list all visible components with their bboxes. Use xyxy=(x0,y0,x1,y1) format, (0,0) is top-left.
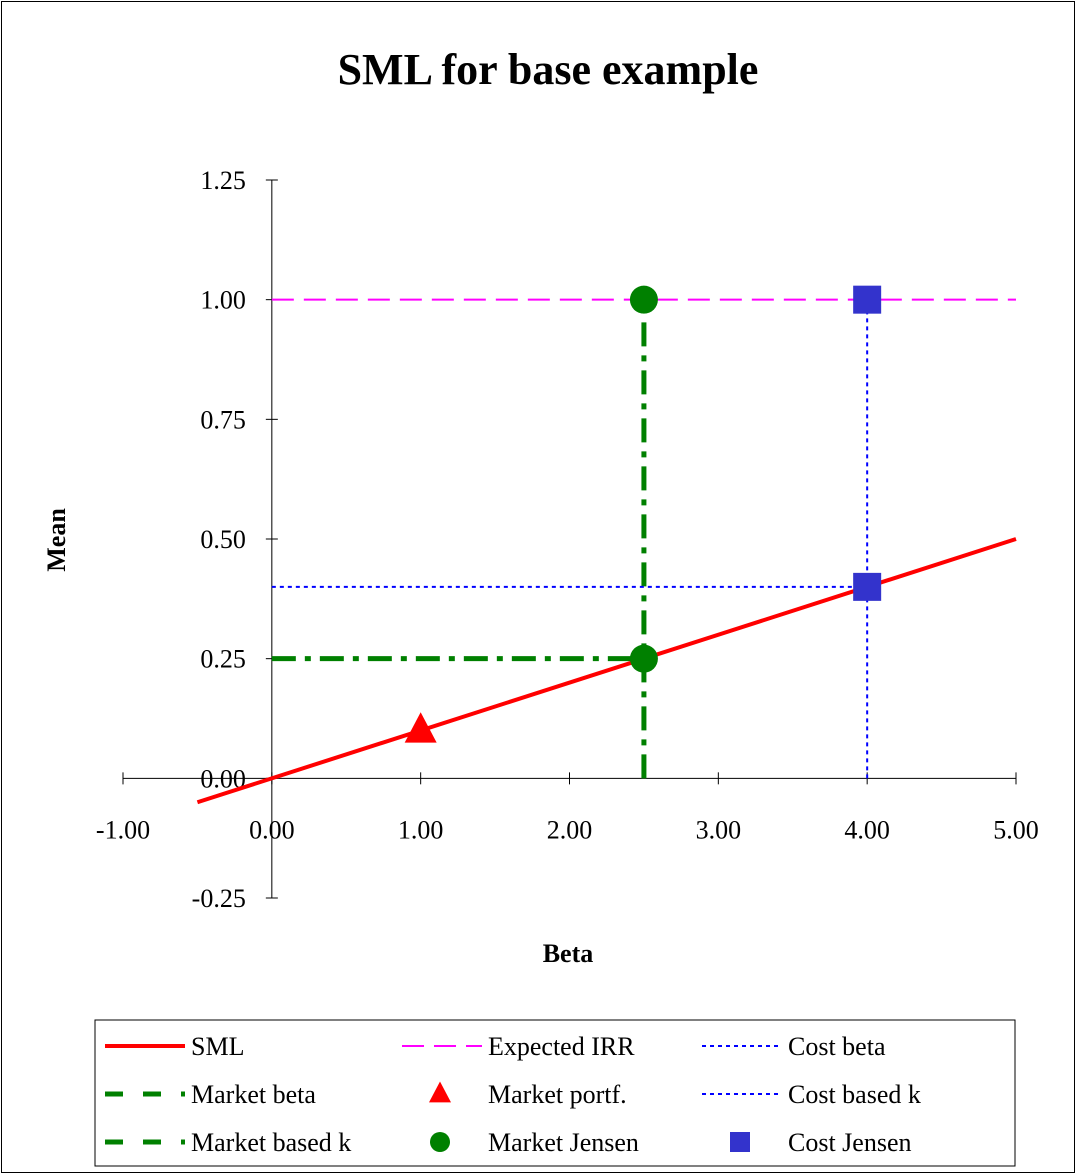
x-tick-label: 3.00 xyxy=(696,815,742,844)
y-tick-label: 0.50 xyxy=(200,525,246,554)
legend-label-cost-jensen: Cost Jensen xyxy=(788,1128,912,1157)
x-tick-label: 5.00 xyxy=(993,815,1039,844)
point-cost-jensen xyxy=(853,572,882,601)
y-tick-label: 1.00 xyxy=(200,286,246,315)
legend-label-cost-based-k: Cost based k xyxy=(788,1080,921,1109)
legend-label-market-portf-: Market portf. xyxy=(488,1080,627,1109)
y-tick-label: -0.25 xyxy=(192,884,246,913)
point-market-portf- xyxy=(404,712,437,743)
x-axis-title: Beta xyxy=(543,939,594,968)
y-tick-label: 0.75 xyxy=(200,405,246,434)
y-axis-title: Mean xyxy=(42,508,71,572)
legend-label-cost-beta: Cost beta xyxy=(788,1032,886,1061)
point-market-jensen xyxy=(629,644,658,673)
y-tick-label: 1.25 xyxy=(200,166,246,195)
legend-label-market-beta: Market beta xyxy=(191,1080,316,1109)
legend-swatch-market-portf- xyxy=(429,1081,451,1103)
legend-label-market-based-k: Market based k xyxy=(191,1128,351,1157)
legend-swatch-cost-jensen xyxy=(730,1132,750,1152)
x-tick-label: 2.00 xyxy=(547,815,593,844)
legend-label-expected-irr: Expected IRR xyxy=(488,1032,635,1061)
point-market-jensen xyxy=(629,285,658,314)
legend-label-sml: SML xyxy=(191,1032,244,1061)
legend-box xyxy=(94,1019,1016,1167)
x-tick-label: 1.00 xyxy=(398,815,444,844)
legend-label-market-jensen: Market Jensen xyxy=(488,1128,639,1157)
point-cost-jensen xyxy=(853,285,882,314)
x-tick-label: 0.00 xyxy=(249,815,295,844)
y-tick-label: 0.25 xyxy=(200,645,246,674)
markers-layer xyxy=(404,285,882,743)
axes: -1.00 0.00 1.00 2.00 3.00 4.00 5.00-0.250.000.… xyxy=(96,166,1039,913)
chart-title: SML for base example xyxy=(338,45,759,94)
legend-swatch-market-jensen xyxy=(430,1132,450,1152)
x-tick-label: 4.00 xyxy=(844,815,890,844)
x-tick-label: -1.00 xyxy=(96,815,150,844)
series-layer xyxy=(196,298,1017,805)
series-line-sml xyxy=(196,537,1017,805)
legend: SML Expected IRR Cost beta Market beta Marke… xyxy=(94,1019,1016,1167)
